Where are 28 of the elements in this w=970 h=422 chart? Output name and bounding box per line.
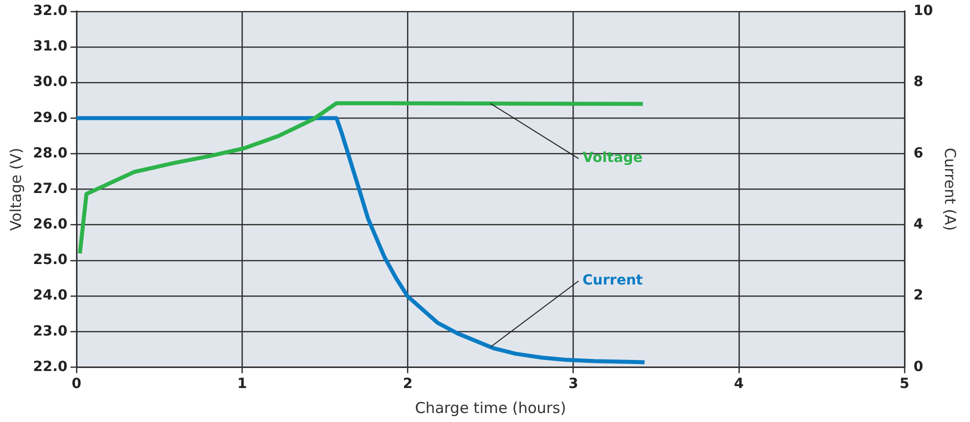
- y2-tick-label: 8: [914, 74, 924, 90]
- x-tick-label: 1: [237, 376, 248, 392]
- y2-tick-label: 4: [914, 216, 924, 233]
- text: Voltage: [582, 150, 643, 166]
- x-tick-label: 3: [568, 376, 578, 392]
- x-tick-label: 4: [734, 376, 744, 392]
- y-tick-label: 30.0: [32, 74, 68, 90]
- x-tick-label: 5: [900, 376, 910, 392]
- y-tick-label: 23.0: [32, 323, 68, 340]
- y-tick-label: 24.0: [32, 288, 68, 304]
- y-tick-label: 25.0: [32, 252, 68, 268]
- y-tick-label: 31.0: [32, 38, 68, 55]
- x-tick-label: 0: [72, 376, 82, 392]
- y2-tick-label: 6: [914, 145, 924, 162]
- y-tick-label: 27.0: [32, 180, 68, 197]
- y-axis-title: Voltage (V): [6, 148, 25, 231]
- y-tick-label: 26.0: [32, 216, 68, 233]
- y2-tick-label: 10: [914, 3, 934, 20]
- x-axis-title: Charge time (hours): [414, 398, 566, 417]
- y-tick-label: 32.0: [32, 3, 68, 20]
- y2-tick-label: 0: [914, 358, 924, 375]
- x-tick-label: 2: [402, 376, 413, 392]
- y2-tick-label: 2: [914, 288, 924, 304]
- y-tick-label: 22.0: [32, 358, 68, 375]
- text: Current: [582, 272, 644, 289]
- y-tick-label: 29.0: [32, 110, 68, 126]
- y2-axis-title: Current (A): [941, 148, 960, 231]
- y-tick-label: 28.0: [32, 145, 68, 162]
